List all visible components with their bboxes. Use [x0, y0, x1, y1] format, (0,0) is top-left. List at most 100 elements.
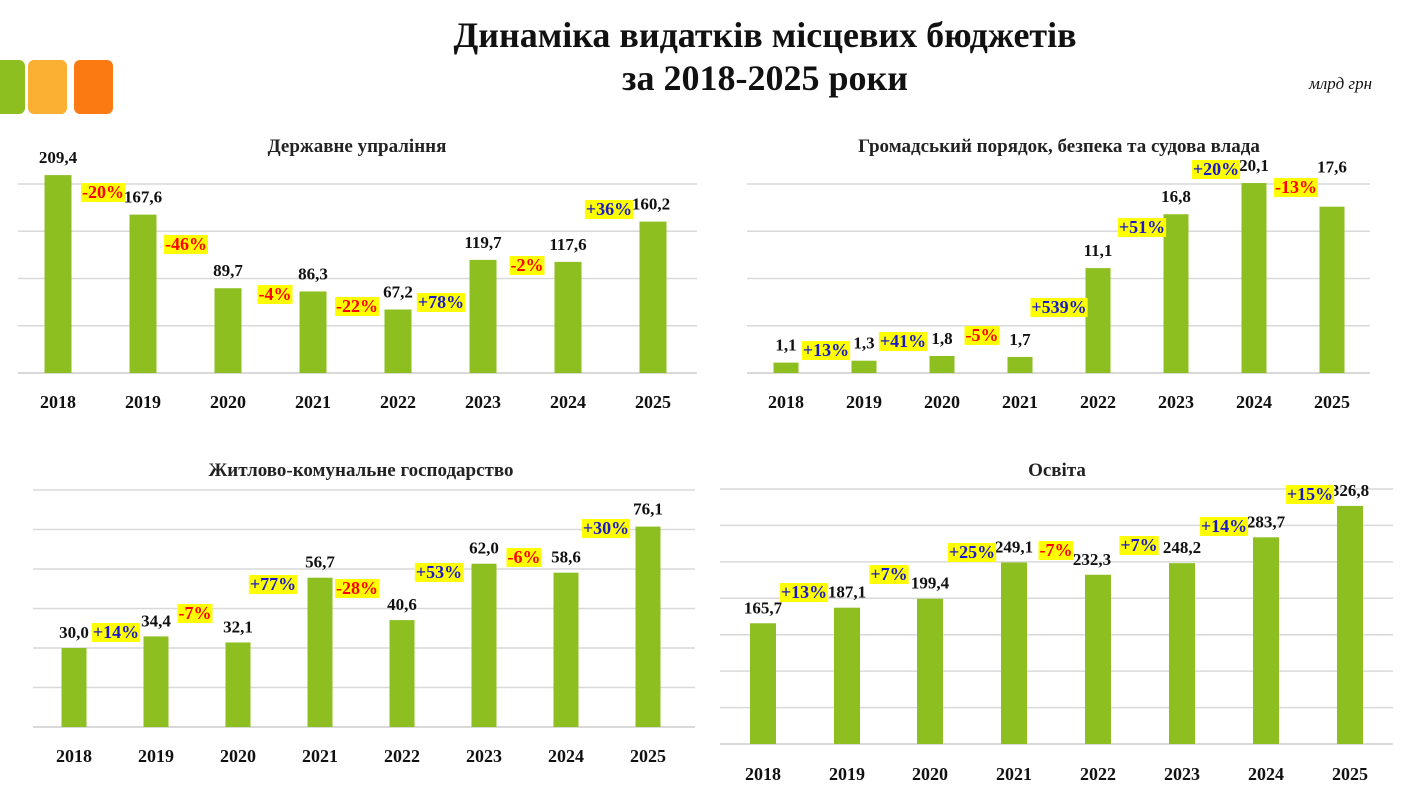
change-badge-bg: [248, 575, 298, 594]
x-tick-label: 2025: [635, 392, 671, 412]
change-badge-bg: [1285, 485, 1335, 504]
bar-2018: [61, 648, 87, 727]
bar-2019: [129, 214, 157, 373]
change-badge-bg: [581, 519, 631, 538]
change-badge-bg: [91, 623, 141, 642]
x-tick-label: 2025: [1332, 764, 1368, 784]
change-badge: +15%: [1287, 484, 1333, 504]
bar-2022: [384, 309, 412, 373]
bar-2019: [834, 607, 860, 744]
change-badge: -22%: [336, 296, 378, 316]
value-label: 67,2: [383, 282, 413, 301]
bar-2021: [299, 291, 327, 373]
x-tick-label: 2018: [745, 764, 781, 784]
change-badge: +25%: [949, 542, 995, 562]
change-badge: -20%: [82, 182, 124, 202]
value-label: 165,7: [744, 598, 783, 617]
bar-2024: [1253, 537, 1279, 744]
x-tick-label: 2022: [380, 392, 416, 412]
bar-2024: [553, 572, 579, 727]
change-badge: +7%: [1120, 535, 1157, 555]
bar-2022: [1085, 574, 1111, 744]
value-label: 209,4: [39, 148, 78, 167]
change-badge: -2%: [511, 255, 544, 275]
bar-2025: [635, 526, 661, 727]
chart-title: Державне упраління: [268, 136, 447, 157]
bar-2021: [1001, 562, 1027, 744]
page-title-line2: за 2018-2025 роки: [622, 58, 908, 98]
change-badge: +51%: [1119, 217, 1165, 237]
value-label: 199,4: [911, 574, 950, 593]
bar-2023: [471, 563, 497, 727]
change-badge-bg: [878, 332, 928, 351]
x-tick-label: 2018: [56, 746, 92, 766]
x-tick-label: 2023: [465, 392, 501, 412]
change-badge-bg: [506, 548, 542, 567]
x-tick-label: 2024: [1236, 392, 1272, 412]
value-label: 76,1: [633, 500, 663, 519]
x-tick-label: 2021: [1002, 392, 1038, 412]
x-tick-label: 2023: [1158, 392, 1194, 412]
value-label: 1,1: [775, 336, 796, 355]
change-badge: -7%: [179, 603, 212, 623]
change-badge: -46%: [165, 234, 207, 254]
value-label: 58,6: [551, 548, 581, 567]
change-badge: +7%: [870, 564, 907, 584]
change-badge-bg: [947, 543, 997, 562]
change-badge-bg: [1117, 218, 1167, 237]
x-tick-label: 2019: [846, 392, 882, 412]
change-badge: +20%: [1193, 159, 1239, 179]
bar-2018: [750, 623, 776, 744]
value-label: 232,3: [1073, 550, 1111, 569]
change-badge-bg: [1119, 536, 1159, 555]
x-tick-label: 2023: [466, 746, 502, 766]
x-tick-label: 2024: [550, 392, 586, 412]
change-badge-bg: [164, 235, 208, 254]
value-label: 20,1: [1239, 156, 1269, 175]
chart-education: Освіта 165,7 2018 187,1 2019 199,4 2020 249,1 20…: [720, 460, 1393, 784]
units-label: млрд грн: [1309, 74, 1372, 93]
bar-2025: [639, 221, 667, 373]
bar-2018: [44, 175, 72, 373]
x-tick-label: 2022: [384, 746, 420, 766]
value-label: 30,0: [59, 623, 89, 642]
change-badge: +36%: [586, 199, 632, 219]
value-label: 326,8: [1331, 481, 1369, 500]
value-label: 117,6: [549, 235, 586, 254]
change-badge: -13%: [1275, 177, 1317, 197]
x-tick-label: 2019: [829, 764, 865, 784]
bar-2023: [1163, 214, 1189, 373]
value-label: 32,1: [223, 617, 253, 636]
change-badge: +14%: [93, 622, 139, 642]
bar-2022: [1085, 268, 1111, 373]
chart-housing-communal-services: Житлово-комунальне господарство 30,0 2018 3…: [33, 460, 695, 766]
bar-2019: [143, 636, 169, 727]
change-badge-bg: [177, 604, 213, 623]
change-badge: +539%: [1031, 297, 1086, 317]
change-badge-bg: [964, 326, 1000, 345]
logo-square-green: [0, 60, 25, 114]
x-tick-label: 2021: [295, 392, 331, 412]
change-badge: +13%: [781, 582, 827, 602]
x-tick-label: 2024: [1248, 764, 1284, 784]
value-label: 160,2: [632, 195, 670, 214]
change-badge: +53%: [416, 562, 462, 582]
value-label: 248,2: [1163, 538, 1201, 557]
chart-public-administration: Державне упраління 209,4 2018 167,6 2019 89,7…: [18, 136, 697, 412]
page-title-line1: Динаміка видатків місцевих бюджетів: [453, 15, 1077, 55]
x-tick-label: 2018: [40, 392, 76, 412]
x-tick-label: 2021: [302, 746, 338, 766]
change-badge: -6%: [508, 547, 541, 567]
value-label: 1,8: [931, 329, 952, 348]
change-badge: +77%: [250, 574, 296, 594]
x-tick-label: 2019: [125, 392, 161, 412]
change-badge-bg: [81, 183, 125, 202]
change-badge: -4%: [259, 284, 292, 304]
value-label: 187,1: [828, 583, 866, 602]
bar-2025: [1319, 206, 1345, 373]
bar-2022: [389, 620, 415, 727]
x-tick-label: 2020: [210, 392, 246, 412]
bar-2020: [225, 642, 251, 727]
change-badge-bg: [869, 565, 909, 584]
